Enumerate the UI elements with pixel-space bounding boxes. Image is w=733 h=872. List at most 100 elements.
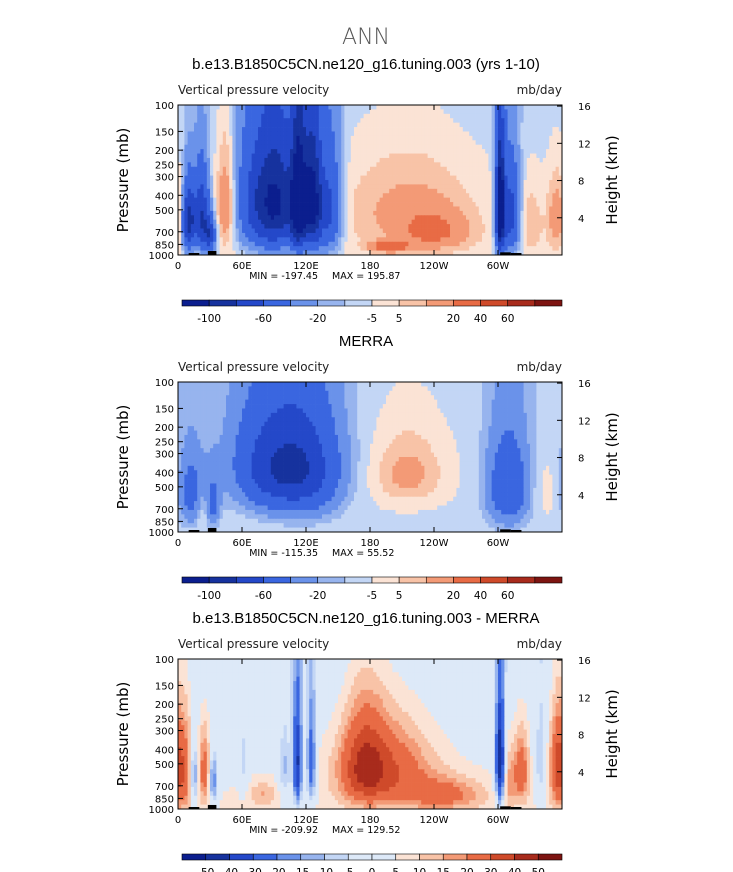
contour-cell [386,105,390,110]
contour-cell [190,171,195,176]
contour-cell [382,153,387,159]
contour-cell [306,127,310,132]
contour-cell [283,153,288,159]
contour-cell [373,122,377,128]
contour-cell [494,144,499,150]
contour-cell [530,399,534,405]
contour-cell [552,202,556,207]
contour-cell [312,140,316,146]
contour-cell [318,118,323,123]
contour-cell [536,224,540,229]
contour-cell [510,382,515,387]
contour-cell [222,188,227,194]
contour-cell [536,180,540,185]
contour-cell [229,193,233,198]
contour-cell [446,131,451,137]
contour-cell [360,153,364,159]
contour-cell [242,144,246,150]
contour-cell [542,162,547,168]
contour-cell [402,382,406,387]
contour-cell [552,184,556,190]
contour-cell [440,210,444,216]
contour-cell [437,224,441,229]
contour-cell [443,193,448,198]
contour-cell [411,404,416,409]
contour-cell [334,250,339,256]
contour-cell [421,408,425,414]
contour-cell [203,118,208,123]
contour-cell [190,237,195,243]
contour-cell [437,382,441,387]
contour-cell [306,122,310,128]
contour-cell [434,153,438,159]
contour-cell [219,224,224,229]
contour-cell [504,166,508,172]
contour-cell [437,404,441,409]
contour-cell [366,206,371,212]
contour-cell [242,180,246,185]
contour-cell [235,127,240,132]
contour-cell [411,131,416,137]
contour-cell [187,404,192,409]
contour-cell [219,140,224,146]
contour-cell [360,232,364,238]
contour-cell [437,127,441,132]
contour-cell [277,171,281,176]
contour-cell [328,395,332,400]
contour-cell [350,404,355,409]
contour-cell [197,250,201,256]
contour-cell [546,224,550,229]
contour-cell [238,382,243,387]
contour-cell [366,228,371,234]
contour-cell [325,118,329,123]
contour-cell [219,135,224,141]
contour-cell [274,215,278,221]
contour-cell [440,188,444,194]
contour-cell [181,197,185,203]
contour-cell [558,153,563,159]
contour-cell [341,193,345,198]
contour-cell [347,144,352,150]
contour-cell [466,157,470,163]
contour-cell [197,162,201,168]
contour-cell [382,241,387,247]
contour-cell [318,390,323,396]
contour-cell [446,166,451,172]
contour-cell [382,395,387,400]
contour-cell [274,153,278,159]
contour-cell [424,395,428,400]
contour-cell [248,250,252,256]
contour-cell [405,246,409,251]
contour-cell [203,399,208,405]
contour-cell [530,184,534,190]
contour-cell [498,206,502,212]
contour-cell [357,386,361,392]
contour-cell [498,399,502,405]
contour-cell [482,224,486,229]
contour-cell [341,127,345,132]
contour-cell [453,386,457,392]
contour-cell [549,153,553,159]
contour-cell [424,166,428,172]
contour-cell [184,197,188,203]
contour-cell [510,149,515,154]
contour-cell [539,250,544,256]
contour-cell [325,135,329,141]
contour-cell [392,219,396,225]
contour-cell [395,140,400,146]
contour-cell [507,105,512,110]
contour-cell [203,206,208,212]
contour-cell [245,153,249,159]
contour-cell [277,175,281,181]
contour-cell [389,193,393,198]
contour-cell [482,188,486,194]
contour-cell [402,219,406,225]
contour-cell [184,228,188,234]
contour-cell [322,390,326,396]
contour-cell [533,105,537,110]
contour-cell [328,122,332,128]
contour-cell [290,210,294,216]
contour-cell [238,228,243,234]
contour-cell [408,408,412,414]
y-tick-label: 250 [155,161,174,172]
